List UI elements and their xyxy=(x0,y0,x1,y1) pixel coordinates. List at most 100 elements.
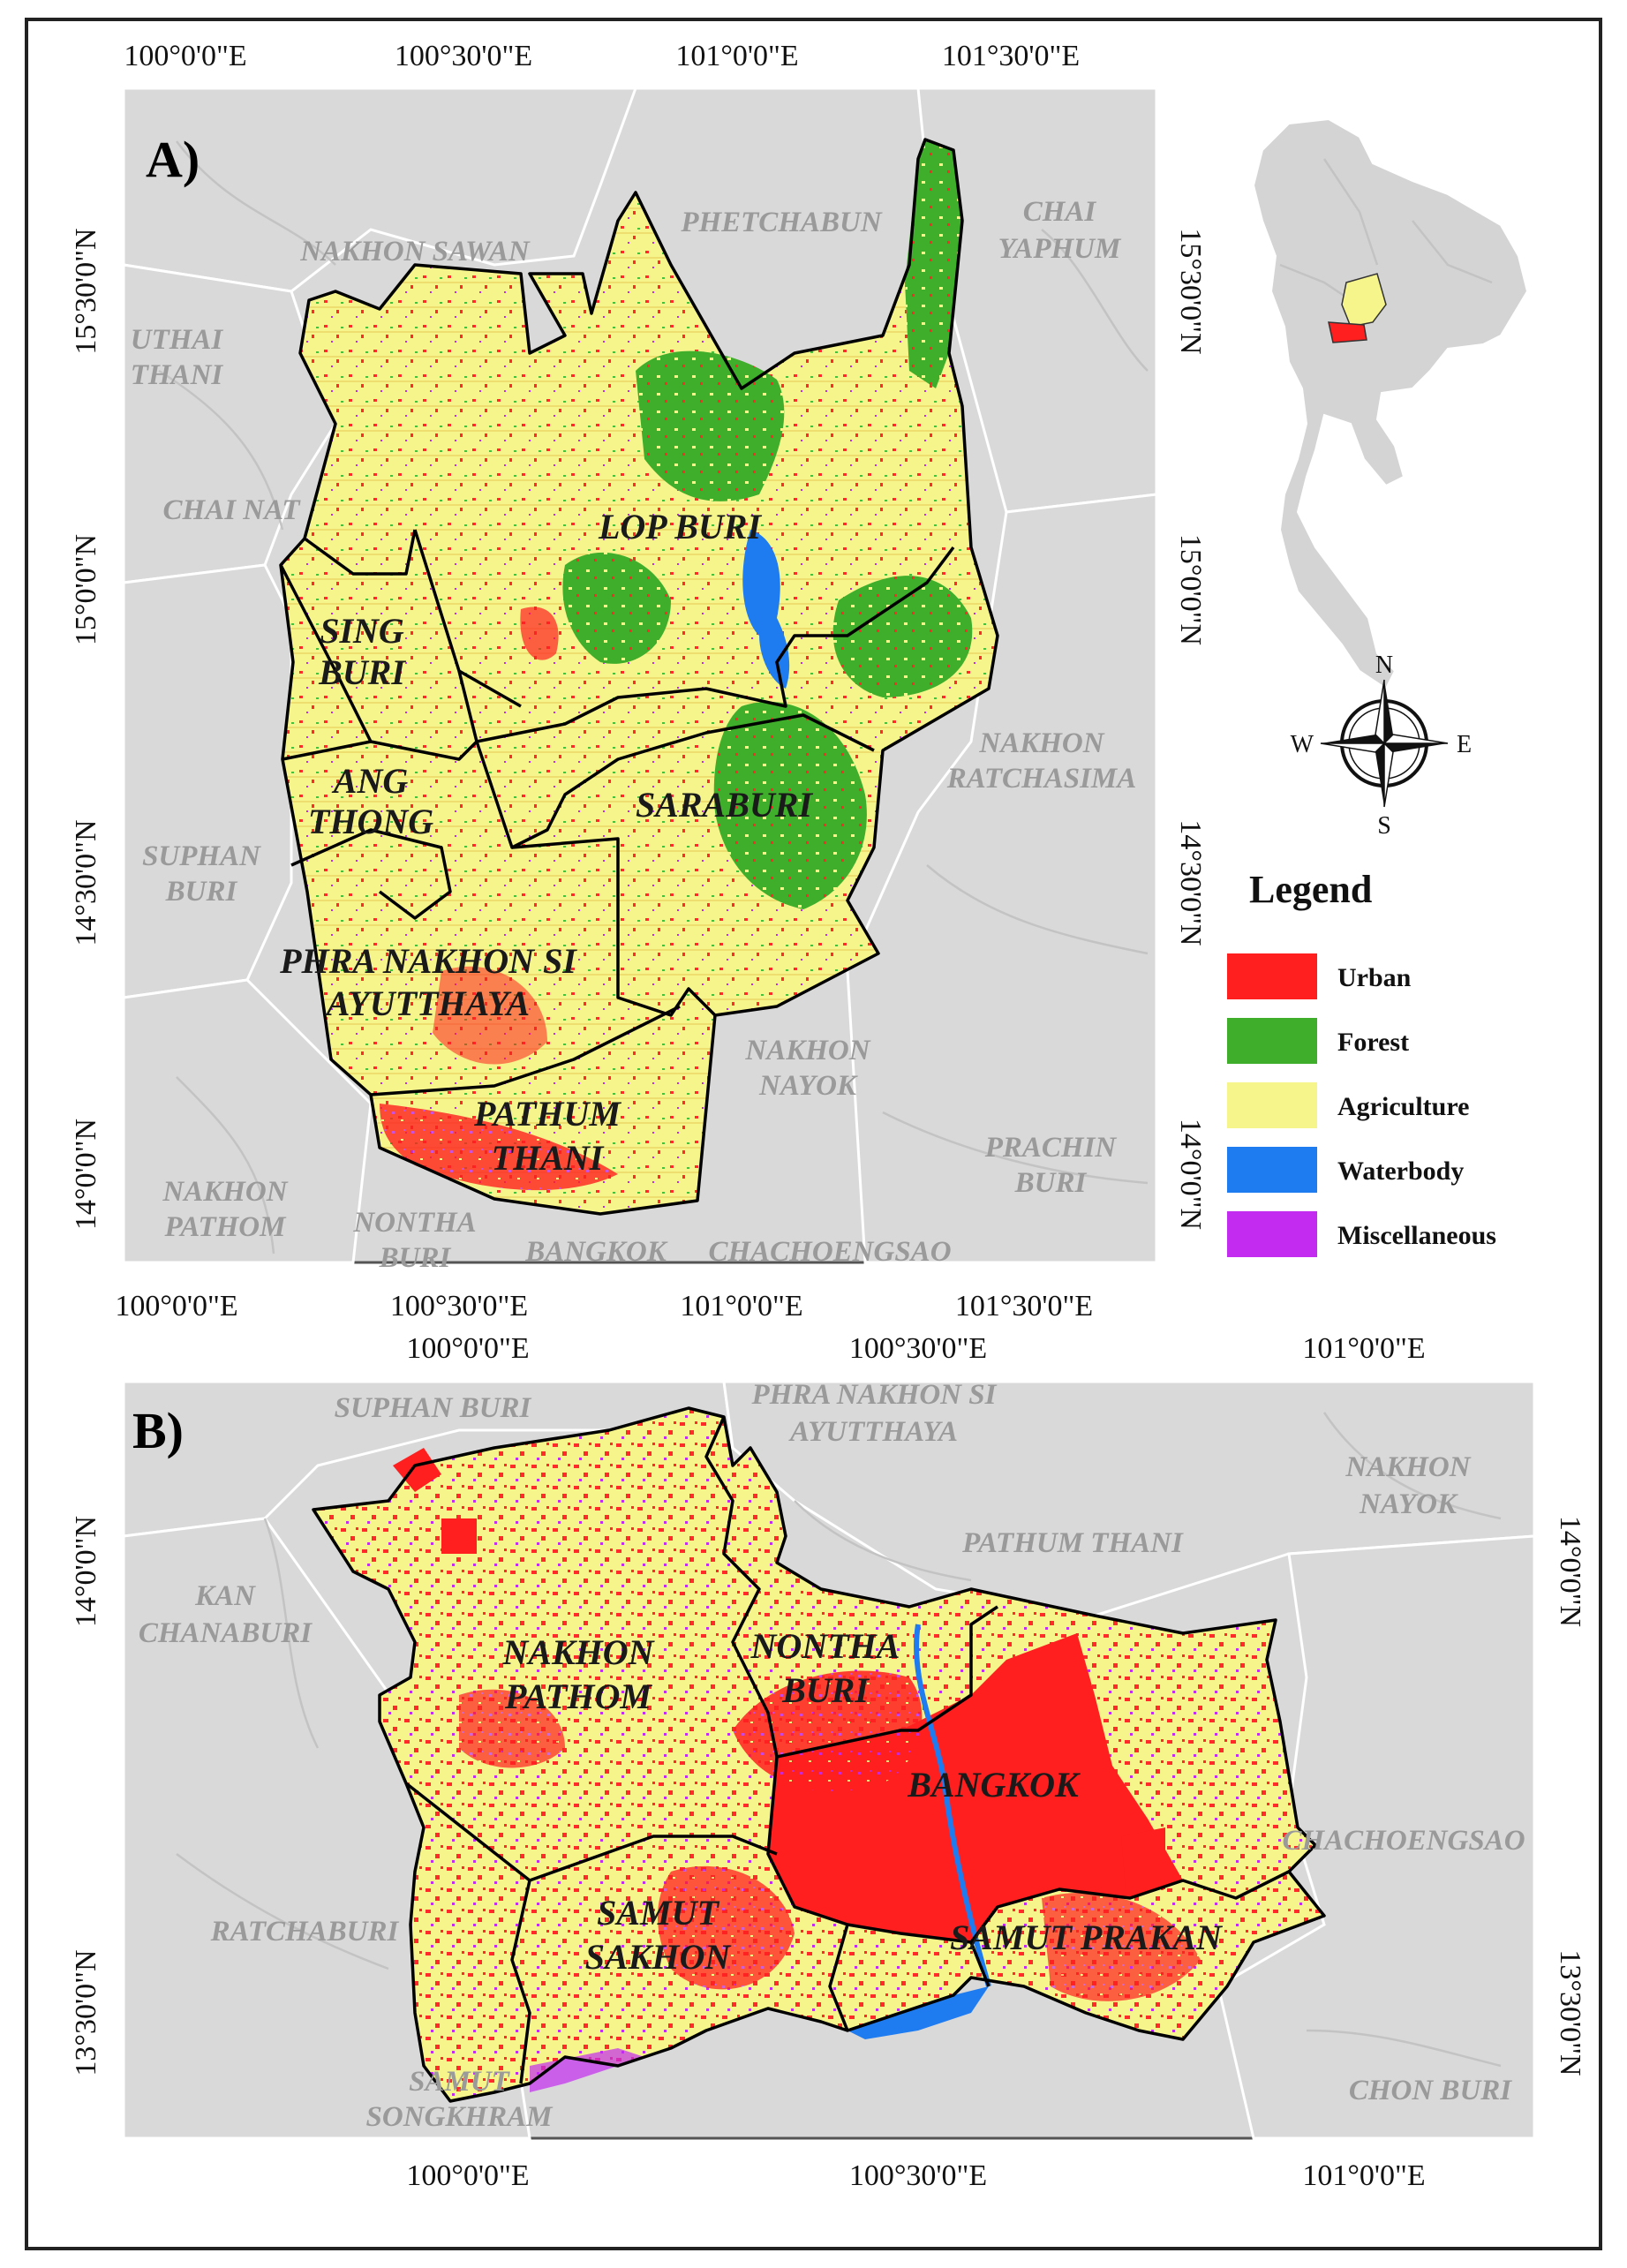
label-suphan-buri: SUPHAN BURI xyxy=(335,1392,532,1424)
label-uthai-thani: UTHAI xyxy=(131,324,224,356)
compass-s-label: S xyxy=(1377,812,1391,840)
urban-patch-north xyxy=(441,1518,477,1554)
label-nonthaburi: BURI xyxy=(781,1670,870,1710)
legend-label-urban: Urban xyxy=(1337,963,1412,992)
label-nakhon-nayok: NAYOK xyxy=(1359,1488,1458,1520)
tick: 101°30'0"E xyxy=(955,1290,1093,1322)
panel-b-province-boundaries xyxy=(312,1406,1326,2103)
legend-swatch-urban xyxy=(1227,953,1317,999)
label-ayutthaya: PHRA NAKHON SI xyxy=(751,1379,998,1411)
label-suphan-buri: SUPHAN xyxy=(142,840,261,872)
label-nakhon-pathom: NAKHON xyxy=(501,1632,655,1672)
label-nakhon-nayok: NAYOK xyxy=(758,1070,858,1102)
label-prachin-buri: BURI xyxy=(1014,1167,1088,1199)
label-nakhon-pathom: PATHOM xyxy=(504,1677,652,1716)
label-chai-yaphum: CHAI xyxy=(1023,196,1097,228)
label-nakhon-ratchasima: RATCHASIMA xyxy=(946,763,1137,795)
panel-a-outer-labels: NAKHON SAWAN PHETCHABUN CHAI YAPHUM UTHA… xyxy=(131,196,1137,1274)
urban-patch-northwest xyxy=(393,1448,441,1492)
label-pathum-thani: PATHUM THANI xyxy=(961,1527,1184,1559)
legend-items: Urban Forest Agriculture Waterbody Miscellan… xyxy=(1227,953,1496,1257)
tick: 101°0'0"E xyxy=(675,40,798,72)
tick: 100°30'0"E xyxy=(390,1290,528,1322)
panel-a-label: A) xyxy=(146,131,200,188)
label-chachoengsao: CHACHOENGSAO xyxy=(708,1236,951,1268)
urban-nakhon-pathom xyxy=(459,1689,565,1768)
label-chon-buri: CHON BURI xyxy=(1349,2075,1512,2106)
label-nakhon-ratchasima: NAKHON xyxy=(978,727,1104,759)
tick: 100°30'0"E xyxy=(849,1332,987,1365)
label-uthai-thani: THANI xyxy=(131,359,224,391)
panel-b-top-ticks: 100°0'0"E 100°30'0"E 101°0'0"E xyxy=(406,1332,1425,1365)
panel-a: 100°0'0"E 100°30'0"E 101°0'0"E 101°30'0"… xyxy=(70,40,1207,1322)
compass-south-point xyxy=(1375,743,1384,807)
forest-northern-strip xyxy=(905,139,962,388)
coastal-water xyxy=(847,1986,989,2039)
tick: 14°0'0"N xyxy=(1174,1119,1207,1230)
label-nonthaburi: NONTHA xyxy=(750,1626,900,1666)
compass-rose: N S E W xyxy=(1291,652,1473,840)
legend-label-waterbody: Waterbody xyxy=(1337,1157,1464,1186)
urban-inner-suburbs xyxy=(733,1670,923,1792)
tick: 101°0'0"E xyxy=(1302,1332,1425,1365)
tick: 101°0'0"E xyxy=(1302,2159,1425,2192)
panel-a-study-area xyxy=(281,139,998,1214)
chao-phraya-river xyxy=(913,1624,991,1987)
tick: 15°0'0"N xyxy=(1174,534,1207,645)
label-kanchanaburi: KAN xyxy=(194,1580,256,1612)
label-sing-buri: BURI xyxy=(318,652,406,692)
label-nakhon-sawan: NAKHON SAWAN xyxy=(299,236,531,267)
label-chachoengsao: CHACHOENGSAO xyxy=(1282,1825,1525,1857)
compass-north-point xyxy=(1384,680,1393,743)
panel-a-left-ticks: 15°30'0"N 15°0'0"N 14°30'0"N 14°0'0"N xyxy=(70,228,102,1230)
label-phetchabun: PHETCHABUN xyxy=(680,207,883,238)
locator-highlight-central xyxy=(1341,273,1387,328)
compass-east-point xyxy=(1384,743,1448,752)
tick: 15°30'0"N xyxy=(70,228,102,354)
urban-patch-east xyxy=(1121,1827,1165,1889)
tick: 13°30'0"N xyxy=(70,1949,102,2076)
label-ang-thong: THONG xyxy=(308,802,433,841)
urban-bangkok-core xyxy=(768,1633,1183,1942)
tick: 100°0'0"E xyxy=(406,2159,529,2192)
label-nakhon-nayok: NAKHON xyxy=(1345,1451,1471,1483)
legend-swatch-agriculture xyxy=(1227,1082,1317,1128)
tick: 14°0'0"N xyxy=(1554,1516,1586,1627)
tick: 15°30'0"N xyxy=(1174,228,1207,354)
panel-b: 100°0'0"E 100°30'0"E 101°0'0"E 100°0'0"E… xyxy=(70,1332,1586,2192)
label-pathum-thani: PATHUM xyxy=(473,1094,621,1134)
label-nonthaburi: NONTHA xyxy=(352,1207,476,1239)
forest-lopburi-west xyxy=(562,552,671,664)
tick: 101°30'0"E xyxy=(942,40,1080,72)
label-nakhon-nayok: NAKHON xyxy=(744,1035,870,1066)
panel-b-label: B) xyxy=(132,1402,184,1459)
tick: 14°30'0"N xyxy=(1174,819,1207,946)
panel-b-inner-labels: NAKHON PATHOM NONTHA BURI BANGKOK SAMUT … xyxy=(501,1626,1224,1977)
panel-b-right-ticks: 14°0'0"N 13°30'0"N xyxy=(1554,1516,1586,2076)
label-nakhon-pathom: NAKHON xyxy=(162,1176,288,1208)
thailand-outline xyxy=(1252,117,1529,690)
label-ayutthaya: PHRA NAKHON SI xyxy=(279,941,577,981)
tick: 100°0'0"E xyxy=(124,40,246,72)
tick: 14°0'0"N xyxy=(70,1516,102,1627)
compass-w-label: W xyxy=(1291,731,1314,758)
urban-samut-prakan xyxy=(1042,1892,1201,2001)
forest-lopburi-north xyxy=(636,350,785,501)
urban-samut-sakhon xyxy=(658,1865,795,1990)
label-ayutthaya: AYUTTHAYA xyxy=(788,1416,958,1448)
panel-b-study-area xyxy=(313,1408,1324,2101)
label-prachin-buri: PRACHIN xyxy=(984,1132,1118,1164)
forest-east xyxy=(832,576,973,697)
legend-swatch-waterbody xyxy=(1227,1147,1317,1193)
label-kanchanaburi: CHANABURI xyxy=(139,1617,313,1649)
label-bangkok: BANGKOK xyxy=(907,1765,1081,1805)
compass-west-point xyxy=(1320,742,1386,753)
legend-title: Legend xyxy=(1249,868,1372,911)
legend-swatch-forest xyxy=(1227,1018,1317,1064)
label-ang-thong: ANG xyxy=(331,761,409,801)
label-sing-buri: SING xyxy=(320,611,404,651)
legend-label-forest: Forest xyxy=(1337,1028,1409,1057)
locator-highlight-bangkok xyxy=(1328,321,1367,343)
label-pathum-thani: THANI xyxy=(492,1138,605,1178)
